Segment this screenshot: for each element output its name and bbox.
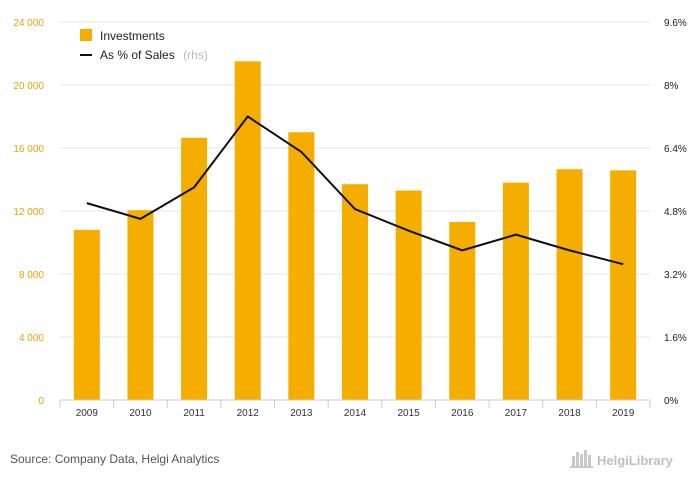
x-tick-label: 2012 bbox=[237, 408, 260, 419]
x-tick-label: 2009 bbox=[76, 408, 99, 419]
y-left-tick-label: 4 000 bbox=[19, 333, 44, 344]
x-tick-label: 2010 bbox=[129, 408, 152, 419]
library-icon bbox=[570, 450, 593, 468]
x-tick-label: 2018 bbox=[558, 408, 581, 419]
x-tick-label: 2016 bbox=[451, 408, 474, 419]
bar-investments-2019 bbox=[610, 170, 637, 400]
bar-investments-2009 bbox=[73, 229, 100, 400]
y-right-tick-label: 3.2% bbox=[664, 270, 687, 281]
y-right-tick-label: 1.6% bbox=[664, 333, 687, 344]
bar-investments-2011 bbox=[181, 137, 208, 400]
y-right-tick-label: 8% bbox=[664, 81, 679, 92]
bar-investments-2018 bbox=[556, 169, 583, 400]
source-note: Source: Company Data, Helgi Analytics bbox=[10, 452, 219, 466]
y-left-tick-label: 12 000 bbox=[13, 207, 44, 218]
x-tick-label: 2019 bbox=[612, 408, 635, 419]
brand-logo: HelgiLibrary bbox=[570, 450, 674, 468]
legend: Investments As % of Sales (rhs) bbox=[80, 29, 208, 63]
bar-investments-2013 bbox=[288, 132, 315, 400]
brand-name: HelgiLibrary bbox=[597, 453, 674, 468]
y-left-tick-label: 24 000 bbox=[13, 18, 44, 29]
y-left-tick-label: 16 000 bbox=[13, 144, 44, 155]
investments-bars bbox=[73, 61, 637, 400]
bar-investments-2012 bbox=[234, 61, 261, 400]
legend-swatch-investments bbox=[80, 29, 92, 41]
axes: 0 4 000 8 000 12 000 16 000 20 000 24 000 0% 1.6… bbox=[13, 18, 686, 419]
bar-investments-2010 bbox=[127, 210, 154, 400]
y-right-tick-label: 9.6% bbox=[664, 18, 687, 29]
bar-investments-2015 bbox=[395, 190, 422, 400]
y-left-tick-label: 8 000 bbox=[19, 270, 44, 281]
bar-investments-2017 bbox=[502, 182, 529, 400]
bar-investments-2014 bbox=[342, 184, 368, 400]
legend-label-sales-ratio: As % of Sales (rhs) bbox=[100, 46, 208, 63]
sales-ratio-line bbox=[86, 115, 624, 266]
bar-investments-2016 bbox=[449, 222, 476, 400]
x-tick-label: 2011 bbox=[183, 408, 205, 419]
y-right-tick-label: 6.4% bbox=[664, 144, 687, 155]
x-tick-label: 2013 bbox=[290, 408, 313, 419]
x-tick-label: 2017 bbox=[505, 408, 528, 419]
legend-label-investments: Investments bbox=[100, 29, 165, 43]
x-tick-label: 2015 bbox=[398, 408, 421, 419]
y-right-tick-label: 4.8% bbox=[664, 207, 687, 218]
y-left-tick-label: 0 bbox=[38, 396, 44, 407]
y-right-tick-label: 0% bbox=[664, 396, 679, 407]
x-tick-label: 2014 bbox=[344, 408, 367, 419]
y-left-tick-label: 20 000 bbox=[13, 81, 44, 92]
